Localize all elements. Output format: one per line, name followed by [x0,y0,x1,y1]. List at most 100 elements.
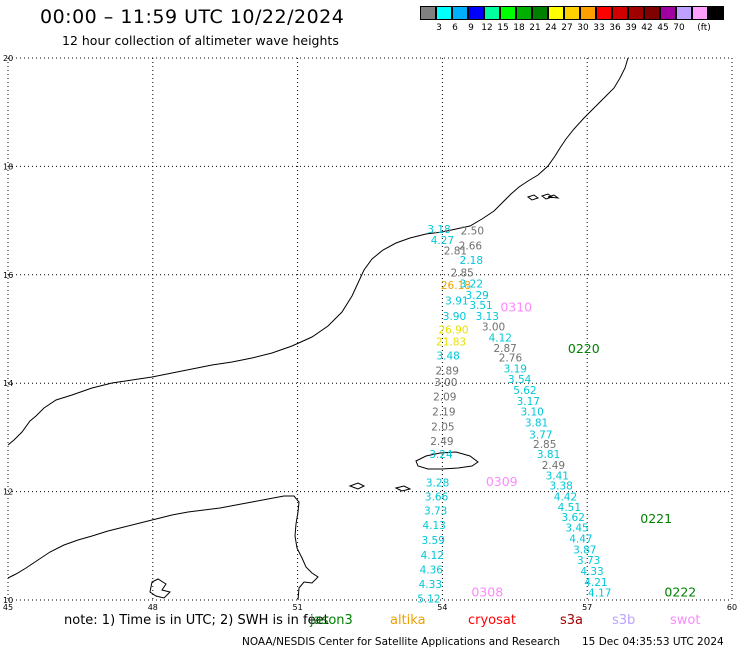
color-tick-label: 30 [577,23,589,33]
observation-value: 3.81 [537,449,560,461]
units-note: note: 1) Time is in UTC; 2) SWH is in fe… [64,613,329,628]
latitude-label: 14 [3,379,13,388]
observation-value: 2.19 [432,407,455,419]
satellite-altika: altika [390,613,426,628]
longitude-label: 45 [3,603,13,612]
color-swatch [516,6,532,20]
generation-timestamp: 15 Dec 04:35:53 UTC 2024 [582,636,724,648]
observation-value: 3.45 [565,523,588,535]
observation-value: 2.85 [450,267,473,279]
latitude-label: 18 [3,162,13,171]
color-swatch [500,6,516,20]
observation-value: 3.59 [422,535,445,547]
observation-value: 2.49 [542,460,565,472]
observation-value: 3.48 [436,350,459,362]
observation-value: 4.33 [580,566,603,578]
color-legend: 3 6 9 12 15 18 21 24 27 30 33 36 39 42 45 70 (ft) [420,4,730,34]
satellite-s3a: s3a [560,613,584,628]
satellite-cryosat: cryosat [468,613,516,628]
page-subtitle: 12 hour collection of altimeter wave hei… [62,33,339,48]
color-swatch [660,6,676,20]
color-tick-label: 12 [481,23,493,33]
color-swatch [484,6,500,20]
latitude-label: 16 [3,271,13,280]
observation-value: 3.81 [525,418,548,430]
observation-value: 2.66 [459,240,483,252]
pass-labels: 0310 0220 0309 0221 0308 0222 [471,300,696,600]
observation-value: 4.21 [584,577,607,589]
color-tick-label: 36 [609,23,621,33]
color-swatch [580,6,596,20]
observation-value: 3.54 [508,374,532,386]
observation-value: 3.28 [426,478,449,490]
observation-value: 4.27 [431,235,454,247]
color-unit-label: (ft) [697,23,711,33]
pass-label: 0220 [568,341,600,356]
color-tick-label: 27 [561,23,573,33]
observation-value: 3.13 [476,311,499,323]
observation-value: 4.51 [558,502,581,514]
observation-value: 3.10 [520,407,543,419]
observation-value: 3.00 [434,377,457,389]
masirah-outline [149,578,171,599]
observation-value: 3.66 [425,491,449,503]
observation-value: 3.77 [529,429,552,441]
observation-value: 2.49 [430,436,453,448]
color-swatch [676,6,692,20]
color-tick-label: 24 [545,23,557,33]
color-swatch [564,6,580,20]
color-swatch [532,6,548,20]
color-tick-label: 3 [436,23,442,33]
somali-coastline [7,495,319,601]
color-swatch [692,6,708,20]
pass-label: 0310 [500,300,532,315]
observation-value: 5.62 [513,385,536,397]
observation-value: 3.24 [429,449,453,461]
observation-value: 4.42 [554,491,577,503]
observation-value: 3.29 [465,290,488,302]
observation-value: 3.73 [424,505,447,517]
observation-value: 2.09 [433,392,456,404]
kuria-muria-islands [526,193,560,201]
latitude-tick-labels: 20 18 16 14 12 10 [3,54,13,605]
observation-value: 2.85 [533,439,556,451]
observation-value: 4.12 [489,332,512,344]
abd-al-kuri-island [348,482,366,490]
observation-value: 3.73 [577,555,600,567]
observation-value: 3.38 [549,480,572,492]
observation-value: 2.87 [493,343,516,355]
observation-value: 3.62 [562,512,585,524]
color-tick-label: 21 [529,23,541,33]
color-swatch [436,6,452,20]
arabian-coastline [7,57,629,446]
color-tick-label: 39 [625,23,637,33]
page-title: 00:00 – 11:59 UTC 10/22/2024 [40,6,345,28]
observation-value: 3.19 [504,363,527,375]
satellite-s3b: s3b [612,613,636,628]
color-tick-label: 42 [641,23,653,33]
map-gridlines [7,57,733,601]
satellite-swot: swot [670,613,701,628]
observation-value: 3.91 [445,296,468,308]
longitude-label: 60 [727,603,737,612]
color-tick-label: 15 [497,23,509,33]
observation-value: 4.12 [421,550,444,562]
color-swatch [420,6,436,20]
socotra-island [415,451,479,470]
observation-value: 3.51 [469,300,492,312]
color-tick-label: 70 [673,23,685,33]
observation-value: 3.87 [573,544,596,556]
samhah-island [394,485,412,492]
latitude-label: 20 [3,54,13,63]
observation-value: 4.47 [569,534,592,546]
observation-value: 3.18 [427,224,450,236]
observation-value: 3.41 [546,471,569,483]
satellite-jason3: jason3 [310,613,353,628]
color-swatch [468,6,484,20]
observation-value: 3.22 [460,278,483,290]
credit-text: NOAA/NESDIS Center for Satellite Applica… [242,636,560,648]
color-swatch [708,6,724,20]
observation-value: 2.50 [461,226,484,238]
longitude-tick-labels: 45 48 51 54 57 60 [3,603,737,612]
